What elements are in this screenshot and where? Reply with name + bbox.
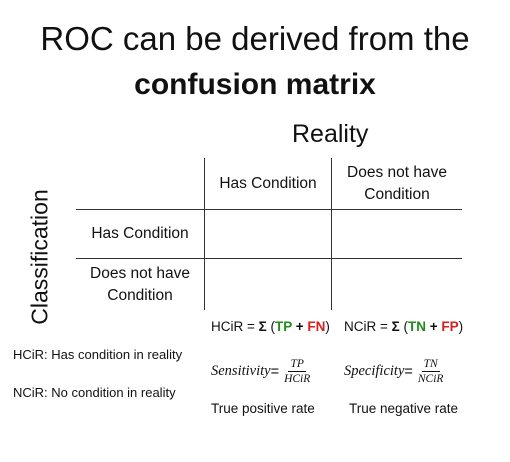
matrix-cell-fn xyxy=(205,259,331,311)
sensitivity-formula: Sensitivity = TP HCiR xyxy=(211,358,315,385)
legend-ncir: NCiR: No condition in reality xyxy=(13,385,176,400)
row-header-has-condition: Has Condition xyxy=(76,210,204,258)
grid-line-vertical-1 xyxy=(204,158,205,310)
paren: ( xyxy=(266,319,276,334)
specificity-fraction: TN NCiR xyxy=(416,358,446,385)
sigma-symbol: Σ xyxy=(391,319,400,334)
plus-sign: + xyxy=(292,319,308,334)
true-positive-rate-label: True positive rate xyxy=(211,401,315,416)
fn-term: FN xyxy=(307,319,326,334)
plus-sign: + xyxy=(426,319,442,334)
sensitivity-label: Sensitivity xyxy=(211,363,271,379)
sensitivity-fraction: TP HCiR xyxy=(282,358,312,385)
column-header-label: Has Condition xyxy=(219,175,317,192)
column-header-label: Does not have Condition xyxy=(347,164,447,203)
fraction-numerator: TP xyxy=(288,358,306,372)
matrix-cell-fp xyxy=(332,210,462,258)
classification-heading: Classification xyxy=(26,189,53,325)
matrix-cell-tp xyxy=(205,210,331,258)
column-header-no-condition: Does not have Condition xyxy=(332,160,462,208)
paren: ) xyxy=(458,319,464,334)
equals-sign: = xyxy=(270,363,280,380)
fraction-numerator: TN xyxy=(421,358,440,372)
grid-line-horizontal-1 xyxy=(76,209,462,210)
sigma-symbol: Σ xyxy=(258,319,267,334)
specificity-label: Specificity xyxy=(344,363,405,379)
ncir-prefix: NCiR = xyxy=(344,319,392,334)
fp-term: FP xyxy=(441,319,459,334)
slide-title-line-1: ROC can be derived from the xyxy=(40,20,470,57)
hcir-formula: HCiR = Σ (TP + FN) xyxy=(211,319,330,334)
column-header-has-condition: Has Condition xyxy=(205,160,331,208)
equals-sign: = xyxy=(404,363,413,380)
grid-line-vertical-2 xyxy=(331,158,332,310)
ncir-formula: NCiR = Σ (TN + FP) xyxy=(344,319,463,334)
true-negative-rate-label: True negative rate xyxy=(349,401,459,416)
paren: ) xyxy=(325,319,330,334)
legend-hcir: HCiR: Has condition in reality xyxy=(13,347,183,362)
paren: ( xyxy=(399,319,409,334)
slide-title-line-2: confusion matrix xyxy=(134,68,376,101)
reality-heading: Reality xyxy=(292,120,369,148)
grid-line-horizontal-2 xyxy=(76,258,462,259)
row-header-no-condition: Does not have Condition xyxy=(76,259,204,311)
fraction-denominator: NCiR xyxy=(417,373,444,385)
fraction-denominator: HCiR xyxy=(284,373,311,385)
tn-term: TN xyxy=(408,319,426,334)
row-header-label: Does not have Condition xyxy=(90,265,190,304)
hcir-prefix: HCiR = xyxy=(211,319,259,334)
matrix-cell-tn xyxy=(332,259,462,311)
row-header-label: Has Condition xyxy=(91,225,189,242)
specificity-formula: Specificity = TN NCiR xyxy=(344,358,448,385)
tp-term: TP xyxy=(275,319,293,334)
